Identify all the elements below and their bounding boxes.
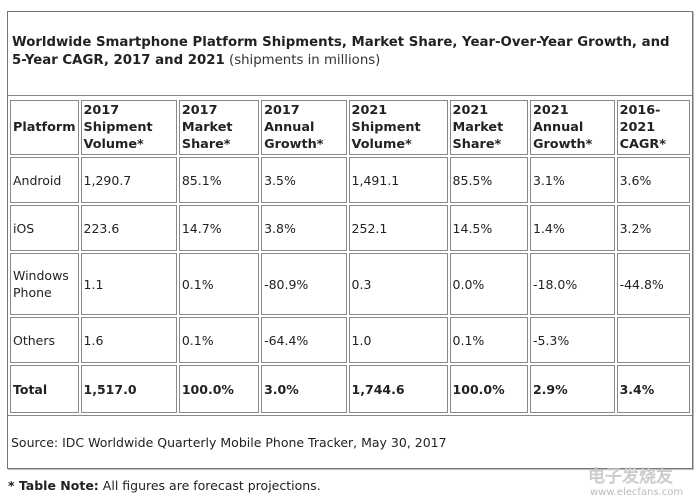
header-row: Platform 2017 Shipment Volume* 2017 Market Sha… xyxy=(10,100,690,155)
value-cell: 1,290.7 xyxy=(80,157,177,203)
column-header-line: Market xyxy=(181,120,233,135)
shipments-table: Platform 2017 Shipment Volume* 2017 Market Sha… xyxy=(8,98,692,415)
value-cell: 0.3 xyxy=(348,253,448,315)
total-value-cell: 3.4% xyxy=(616,365,690,413)
table-note: * Table Note: All figures are forecast p… xyxy=(8,478,321,493)
total-value-cell: 1,744.6 xyxy=(348,365,448,413)
table-row: Android 1,290.7 85.1% 3.5% 1,491.1 85.5% 3.1% 3… xyxy=(10,157,690,203)
value-cell: 0.1% xyxy=(178,317,260,363)
column-header: 2017 Shipment Volume* xyxy=(80,100,177,155)
value-cell: -5.3% xyxy=(529,317,615,363)
table-source: Source: IDC Worldwide Quarterly Mobile P… xyxy=(8,415,692,468)
column-header-line: Volume* xyxy=(351,137,412,152)
total-value-cell: 100.0% xyxy=(449,365,528,413)
value-cell: 1.1 xyxy=(80,253,177,315)
column-header: 2017 Market Share* xyxy=(178,100,260,155)
platform-cell: Others xyxy=(10,317,79,363)
value-cell: 3.2% xyxy=(616,205,690,251)
value-cell: -80.9% xyxy=(261,253,347,315)
total-label-cell: Total xyxy=(10,365,79,413)
column-header-line: 2016- xyxy=(619,103,661,118)
column-header-line: 2017 xyxy=(181,103,218,118)
watermark-logo: 电子发烧友 www.elecfans.com xyxy=(548,462,683,498)
value-cell: 85.1% xyxy=(178,157,260,203)
column-header-line: 2021 xyxy=(532,103,569,118)
column-header: 2021 Shipment Volume* xyxy=(348,100,448,155)
column-header-line: CAGR* xyxy=(619,137,666,152)
value-cell: -18.0% xyxy=(529,253,615,315)
table-row: Windows Phone 1.1 0.1% -80.9% 0.3 0.0% -18.0% -… xyxy=(10,253,690,315)
column-header: 2021 Annual Growth* xyxy=(529,100,615,155)
value-cell: 1,491.1 xyxy=(348,157,448,203)
table-row: Others 1.6 0.1% -64.4% 1.0 0.1% -5.3% xyxy=(10,317,690,363)
column-header-line: Annual xyxy=(264,120,315,135)
column-header-line: Shipment xyxy=(351,120,421,135)
column-header-line: Growth* xyxy=(532,137,593,152)
platform-cell: iOS xyxy=(10,205,79,251)
table-note-text: All figures are forecast projections. xyxy=(102,478,321,493)
value-cell: 3.8% xyxy=(261,205,347,251)
value-cell: 3.5% xyxy=(261,157,347,203)
table-title-sub: (shipments in millions) xyxy=(229,53,381,68)
column-header: 2017 Annual Growth* xyxy=(261,100,347,155)
column-header: Platform xyxy=(10,100,79,155)
value-cell: -64.4% xyxy=(261,317,347,363)
column-header-line: 2021 xyxy=(351,103,388,118)
value-cell: 223.6 xyxy=(80,205,177,251)
value-cell: 3.1% xyxy=(529,157,615,203)
value-cell: 3.6% xyxy=(616,157,690,203)
column-header-line: Market xyxy=(452,120,504,135)
value-cell: 85.5% xyxy=(449,157,528,203)
total-value-cell: 1,517.0 xyxy=(80,365,177,413)
column-header-line: Growth* xyxy=(264,137,324,152)
column-header-line: 2021 xyxy=(619,120,656,135)
value-cell: -44.8% xyxy=(616,253,690,315)
column-header: 2021 Market Share* xyxy=(449,100,528,155)
value-cell xyxy=(616,317,690,363)
table-row: iOS 223.6 14.7% 3.8% 252.1 14.5% 1.4% 3.2% xyxy=(10,205,690,251)
value-cell: 1.0 xyxy=(348,317,448,363)
watermark-url: www.elecfans.com xyxy=(590,487,684,498)
value-cell: 14.5% xyxy=(449,205,528,251)
column-header-line: Shipment xyxy=(83,120,153,135)
total-value-cell: 3.0% xyxy=(261,365,347,413)
watermark-cn: 电子发烧友 xyxy=(588,467,673,487)
value-cell: 0.1% xyxy=(178,253,260,315)
total-value-cell: 2.9% xyxy=(529,365,615,413)
table-title-main: Worldwide Smartphone Platform Shipments,… xyxy=(12,35,670,68)
data-table-container: Worldwide Smartphone Platform Shipments,… xyxy=(7,11,693,469)
column-header-line: 2017 xyxy=(264,103,300,118)
platform-cell: Windows Phone xyxy=(10,253,79,315)
value-cell: 1.6 xyxy=(80,317,177,363)
value-cell: 0.0% xyxy=(449,253,528,315)
value-cell: 14.7% xyxy=(178,205,260,251)
column-header-line: Share* xyxy=(452,137,502,152)
column-header-line: Volume* xyxy=(83,137,144,152)
column-header-line: Share* xyxy=(181,137,231,152)
column-header-line: Annual xyxy=(532,120,584,135)
column-header: 2016- 2021 CAGR* xyxy=(616,100,690,155)
value-cell: 0.1% xyxy=(449,317,528,363)
value-cell: 1.4% xyxy=(529,205,615,251)
table-note-label: * Table Note: xyxy=(8,478,99,493)
column-header-line: Platform xyxy=(13,120,76,135)
column-header-line: 2021 xyxy=(452,103,489,118)
total-row: Total 1,517.0 100.0% 3.0% 1,744.6 100.0% 2.9% 3… xyxy=(10,365,690,413)
column-header-line: 2017 xyxy=(83,103,120,118)
value-cell: 252.1 xyxy=(348,205,448,251)
total-value-cell: 100.0% xyxy=(178,365,260,413)
platform-cell: Android xyxy=(10,157,79,203)
table-title: Worldwide Smartphone Platform Shipments,… xyxy=(8,12,692,96)
